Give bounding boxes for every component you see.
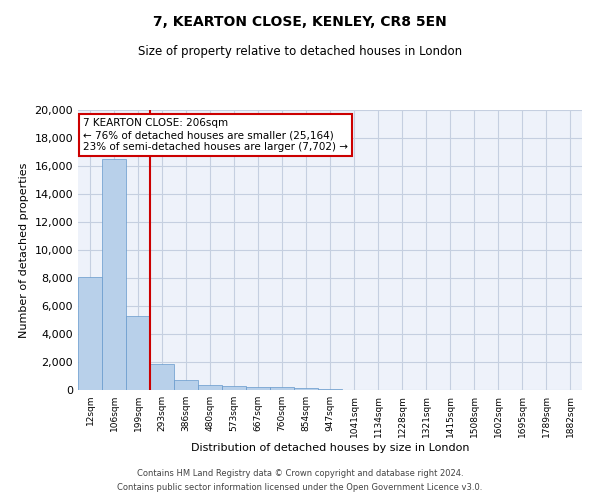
Bar [222, 386, 246, 390]
Text: 7 KEARTON CLOSE: 206sqm
← 76% of detached houses are smaller (25,164)
23% of sem: 7 KEARTON CLOSE: 206sqm ← 76% of detache… [83, 118, 348, 152]
Bar [102, 159, 126, 390]
X-axis label: Distribution of detached houses by size in London: Distribution of detached houses by size … [191, 442, 469, 452]
Text: Contains public sector information licensed under the Open Government Licence v3: Contains public sector information licen… [118, 484, 482, 492]
Y-axis label: Number of detached properties: Number of detached properties [19, 162, 29, 338]
Text: Contains HM Land Registry data © Crown copyright and database right 2024.: Contains HM Land Registry data © Crown c… [137, 468, 463, 477]
Text: Size of property relative to detached houses in London: Size of property relative to detached ho… [138, 45, 462, 58]
Bar [198, 385, 222, 390]
Bar [246, 387, 270, 390]
Bar [174, 380, 198, 390]
Text: 7, KEARTON CLOSE, KENLEY, CR8 5EN: 7, KEARTON CLOSE, KENLEY, CR8 5EN [153, 15, 447, 29]
Bar [78, 276, 102, 390]
Bar [150, 364, 174, 390]
Bar [270, 388, 294, 390]
Bar [294, 388, 318, 390]
Bar [126, 316, 150, 390]
